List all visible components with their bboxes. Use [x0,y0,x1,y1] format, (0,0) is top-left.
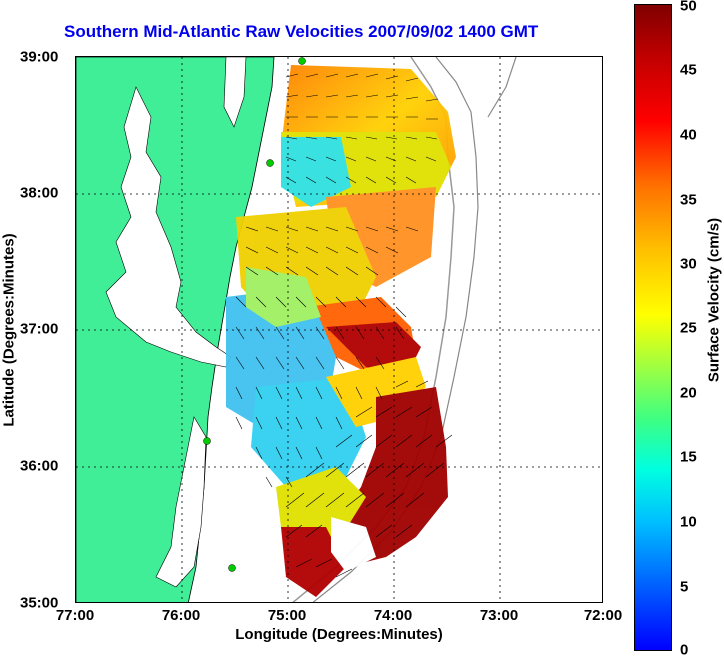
x-tick-label: 77:00 [55,607,95,624]
colorbar-tick-label: 40 [680,126,697,144]
colorbar-tick-label: 0 [680,641,689,659]
y-tick-label: 36:00 [20,457,59,475]
colorbar-tick-label: 45 [680,61,697,79]
radar-sites [203,57,306,572]
map-plot-area [75,56,603,603]
y-tick-label: 35:00 [20,594,59,612]
delaware-bay [223,57,247,128]
grid-lines [76,57,602,602]
contour-line [487,57,517,118]
colorbar-tick-label: 20 [680,384,697,402]
map-title: Southern Mid-Atlantic Raw Velocities 200… [64,22,539,41]
colorbar-tick-label: 30 [680,255,697,273]
colorbar-tick-label: 5 [680,578,689,596]
x-tick-label: 75:00 [267,607,307,624]
colorbar-tick-label: 50 [680,0,697,15]
colorbar-tick-label: 35 [680,191,697,209]
x-tick-label: 73:00 [479,607,519,624]
pamlico-sound [155,416,207,588]
colorbar [634,4,672,651]
radar-site-marker [266,159,274,167]
colorbar-tick-label: 10 [680,513,697,531]
velocity-field [226,65,456,597]
y-tick-label: 37:00 [20,320,59,338]
colorbar-label: Surface Velocity (cm/s) [705,217,723,383]
map-canvas [76,57,602,602]
x-tick-label: 72:00 [583,607,623,624]
radar-site-marker [298,57,306,65]
x-tick-label: 76:00 [161,607,201,624]
x-axis-label: Longitude (Degrees:Minutes) [235,626,443,643]
colorbar-tick-label: 15 [680,448,697,466]
colorbar-tick-label: 25 [680,319,697,337]
x-tick-label: 74:00 [373,607,413,624]
velocity-vectors [235,73,453,578]
radar-site-marker [228,564,236,572]
chesapeake-bay [105,86,232,368]
radar-site-marker [203,437,211,445]
y-tick-label: 38:00 [20,184,59,202]
y-axis-label: Latitude (Degrees:Minutes) [0,233,18,427]
y-tick-label: 39:00 [20,48,59,66]
